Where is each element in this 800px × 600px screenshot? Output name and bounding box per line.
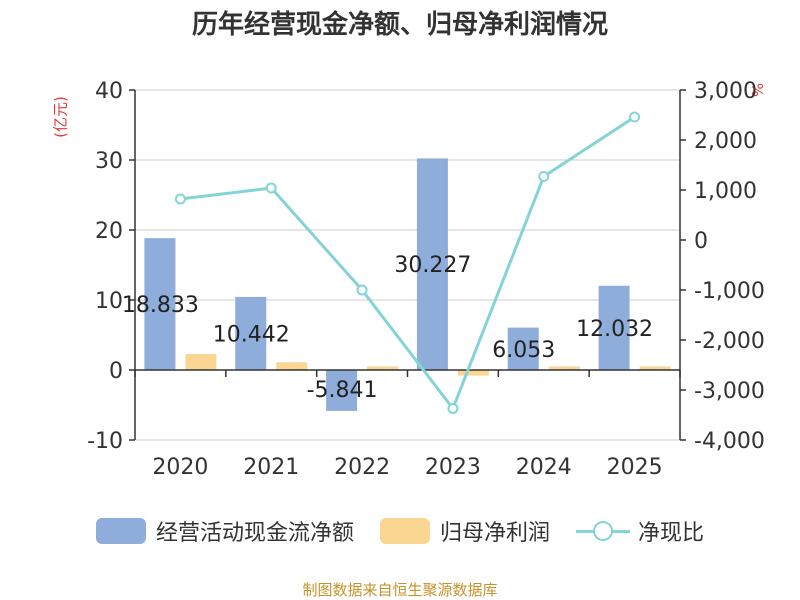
right-axis-tick-label: -3,000 xyxy=(694,379,765,404)
data-label-cashflow: 12.032 xyxy=(576,317,653,342)
line-point-ratio xyxy=(356,284,368,296)
line-point-ratio xyxy=(629,111,641,123)
x-axis-tick-label: 2021 xyxy=(243,455,299,480)
legend-item-ratio[interactable]: 净现比 xyxy=(576,515,704,547)
data-label-cashflow: -5.841 xyxy=(307,378,378,403)
right-axis-tick-label: -4,000 xyxy=(694,429,765,454)
x-axis-tick-label: 2025 xyxy=(607,455,663,480)
bar-profit xyxy=(639,366,671,370)
data-label-cashflow: 6.053 xyxy=(492,338,555,363)
line-point-ratio xyxy=(265,182,277,194)
bar-profit xyxy=(367,366,399,370)
x-axis-tick-label: 2020 xyxy=(152,455,208,480)
bar-cashflow xyxy=(507,327,539,370)
legend: 经营活动现金流净额 归母净利润 净现比 xyxy=(0,515,800,547)
x-axis-tick-label: 2022 xyxy=(334,455,390,480)
right-axis-tick-label: 1,000 xyxy=(694,179,757,204)
x-axis-tick-label: 2024 xyxy=(516,455,572,480)
right-axis-tick-label: 3,000 xyxy=(694,79,757,104)
bar-cashflow xyxy=(326,370,358,411)
legend-item-profit[interactable]: 归母净利润 xyxy=(379,515,550,547)
left-axis-tick-label: -10 xyxy=(87,429,123,454)
line-point-ratio xyxy=(447,403,459,414)
data-label-cashflow: 10.442 xyxy=(213,322,290,347)
left-axis-tick-label: 20 xyxy=(95,219,123,244)
right-axis-tick-label: -1,000 xyxy=(694,279,765,304)
left-axis-tick-label: 10 xyxy=(95,289,123,314)
right-axis-tick-label: 2,000 xyxy=(694,129,757,154)
legend-swatch-ratio xyxy=(576,518,630,544)
bar-cashflow xyxy=(598,285,630,370)
legend-swatch-profit xyxy=(379,518,430,544)
bar-profit xyxy=(276,362,308,370)
left-axis-tick-label: 30 xyxy=(95,149,123,174)
bar-cashflow xyxy=(416,158,448,370)
line-point-ratio xyxy=(174,193,186,205)
legend-label-ratio: 净现比 xyxy=(638,521,705,546)
bar-profit xyxy=(185,353,217,370)
right-axis-tick-label: 0 xyxy=(694,229,708,254)
legend-label-cashflow: 经营活动现金流净额 xyxy=(155,521,354,546)
bar-cashflow xyxy=(144,238,176,370)
bar-profit xyxy=(457,370,489,376)
chart-title: 历年经营现金净额、归母净利润情况 xyxy=(191,10,608,40)
left-axis-tick-label: 0 xyxy=(109,359,123,384)
x-axis-tick-label: 2023 xyxy=(425,455,481,480)
data-source-note: 制图数据来自恒生聚源数据库 xyxy=(302,581,498,599)
bar-cashflow xyxy=(235,296,267,370)
bar-profit xyxy=(548,366,580,370)
series-line-ratio xyxy=(180,115,636,412)
data-label-cashflow: 30.227 xyxy=(394,253,471,278)
legend-swatch-cashflow xyxy=(95,518,146,544)
right-axis-tick-label: -2,000 xyxy=(694,329,765,354)
line-point-ratio xyxy=(538,171,550,182)
left-axis-tick-label: 40 xyxy=(95,79,123,104)
legend-item-cashflow[interactable]: 经营活动现金流净额 xyxy=(95,515,354,547)
data-label-cashflow: 18.833 xyxy=(122,293,199,318)
legend-label-profit: 归母净利润 xyxy=(439,521,550,546)
